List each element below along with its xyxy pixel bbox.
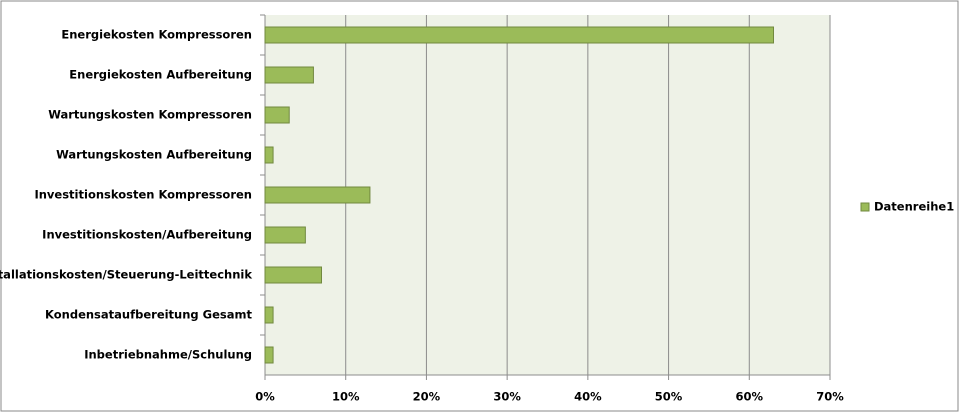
x-tick-label: 40% xyxy=(574,390,602,404)
bar xyxy=(264,186,371,204)
y-tick-label: Wartungskosten Kompressoren xyxy=(48,108,252,122)
legend-swatch xyxy=(860,202,870,212)
bar xyxy=(264,66,314,84)
x-tick-label: 10% xyxy=(332,390,360,404)
y-tick-label: Kondensataufbereitung Gesamt xyxy=(45,308,252,322)
x-tick-label: 70% xyxy=(816,390,844,404)
x-tick-label: 0% xyxy=(255,390,275,404)
bar xyxy=(264,346,274,364)
bar xyxy=(264,226,306,244)
bar xyxy=(264,306,274,324)
bar xyxy=(264,266,322,284)
y-tick-label: Inbetriebnahme/Schulung xyxy=(84,348,252,362)
y-tick-label: Installationskosten/Steuerung-Leittechni… xyxy=(0,268,252,282)
x-tick-label: 30% xyxy=(493,390,521,404)
legend-label: Datenreihe1 xyxy=(874,200,954,214)
x-tick-label: 20% xyxy=(413,390,441,404)
bar xyxy=(264,106,290,124)
y-tick-label: Wartungskosten Aufbereitung xyxy=(56,148,252,162)
y-tick-label: Investitionskosten/Aufbereitung xyxy=(42,228,252,242)
y-tick-label: Energiekosten Aufbereitung xyxy=(69,68,252,82)
x-tick-label: 50% xyxy=(655,390,683,404)
x-tick-label: 60% xyxy=(736,390,764,404)
bar xyxy=(264,146,274,164)
y-tick-label: Energiekosten Kompressoren xyxy=(61,28,252,42)
bar xyxy=(264,26,774,44)
y-tick-label: Investitionskosten Kompressoren xyxy=(34,188,252,202)
